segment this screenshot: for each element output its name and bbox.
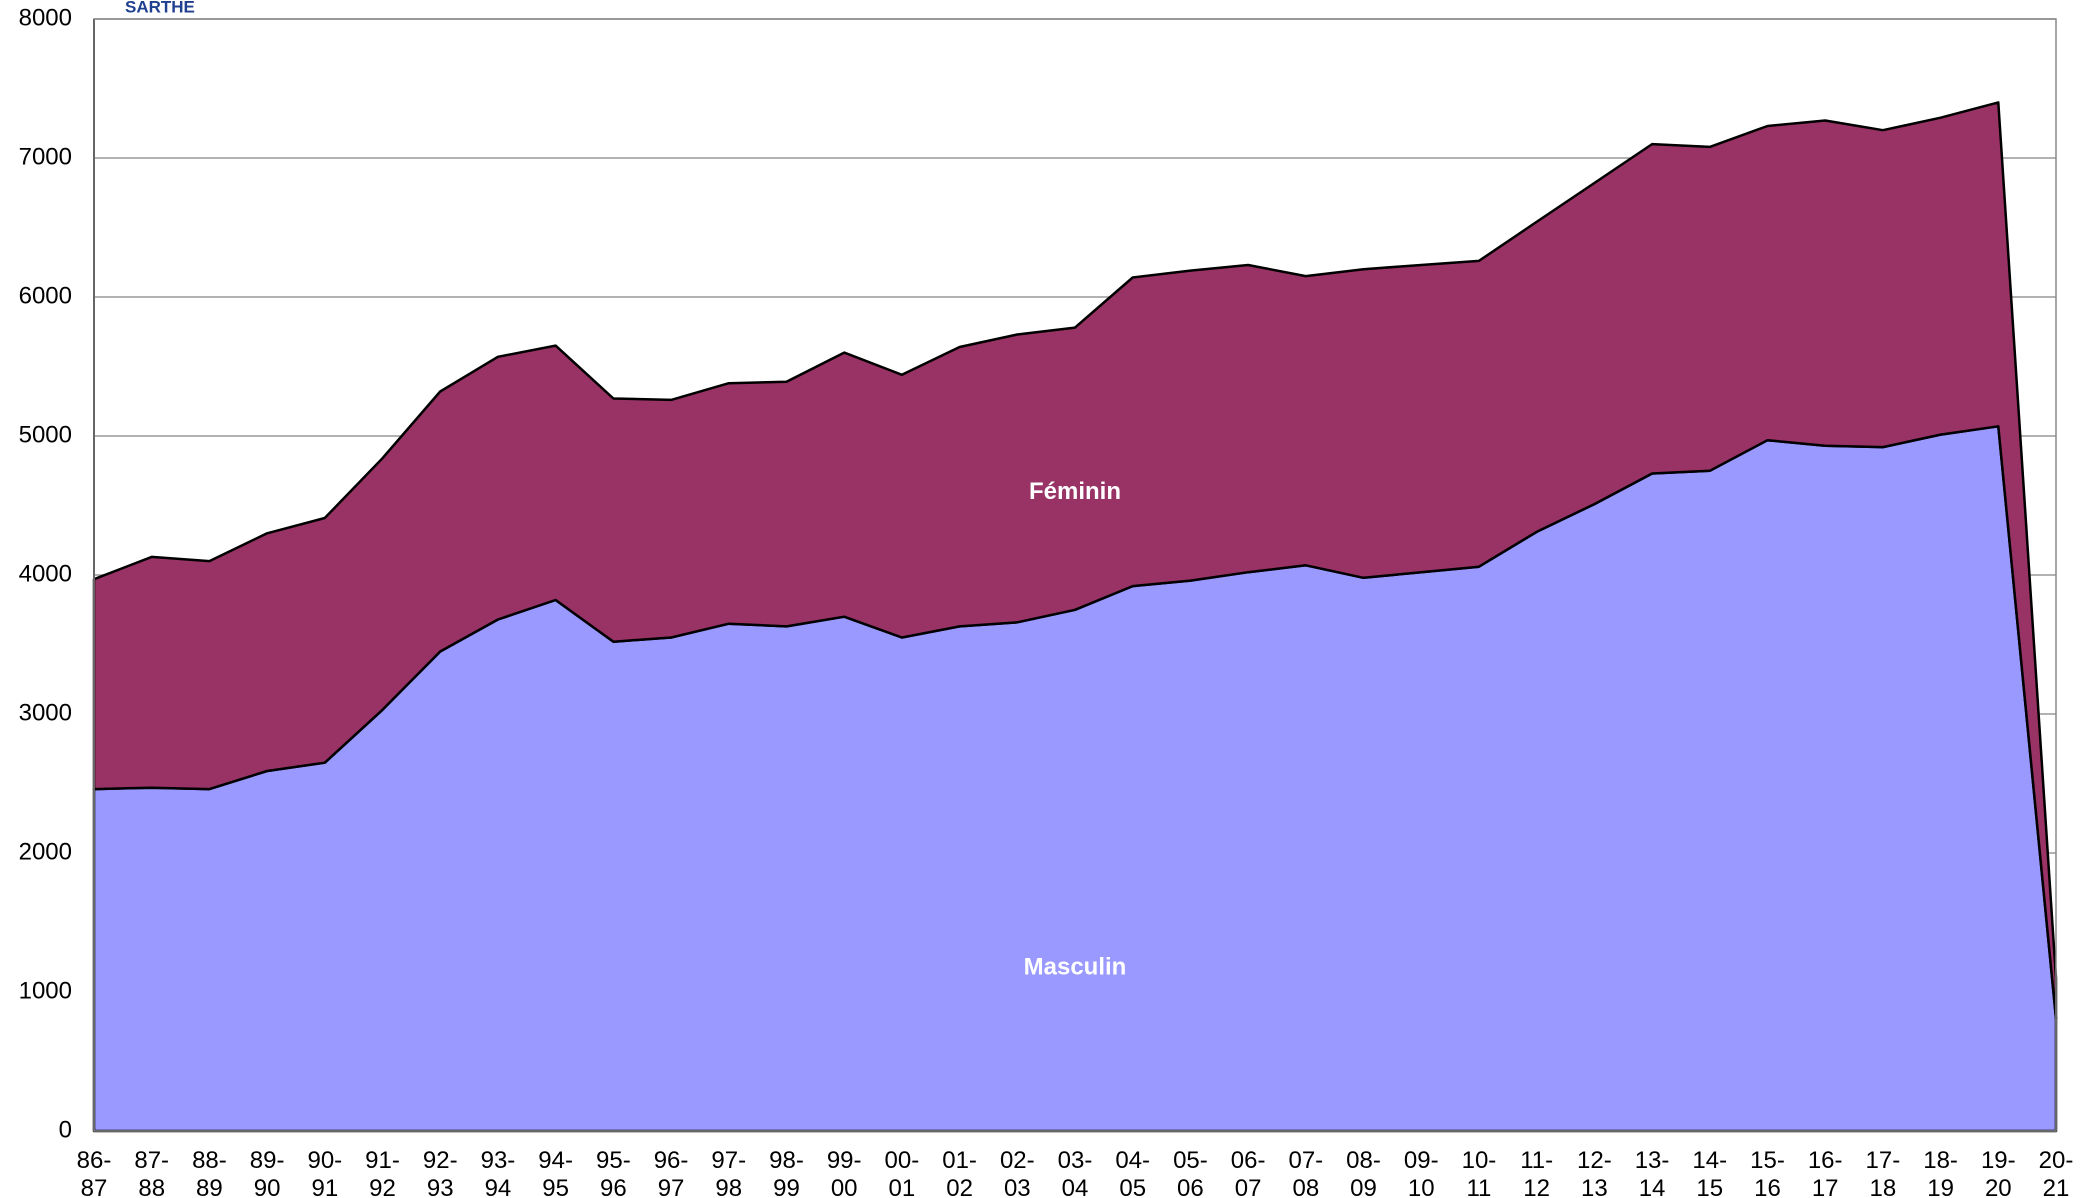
- x-tick-label: 11-12: [1520, 1147, 1553, 1198]
- x-tick-label: 98-99: [769, 1147, 804, 1198]
- y-tick-label: 7000: [19, 143, 72, 170]
- x-tick-label: 01-02: [942, 1147, 977, 1198]
- x-tick-label: 18-19: [1923, 1147, 1958, 1198]
- x-tick-label: 87-88: [134, 1147, 169, 1198]
- x-tick-label: 20-21: [2039, 1147, 2074, 1198]
- x-tick-label: 09-10: [1404, 1147, 1439, 1198]
- x-tick-label: 05-06: [1173, 1147, 1208, 1198]
- y-tick-label: 2000: [19, 838, 72, 865]
- x-tick-label: 16-17: [1808, 1147, 1843, 1198]
- x-tick-label: 08-09: [1346, 1147, 1381, 1198]
- plot-frame: [93, 18, 2057, 1132]
- x-tick-label: 86-87: [77, 1147, 112, 1198]
- x-tick-label: 90-91: [307, 1147, 342, 1198]
- y-tick-label: 1000: [19, 977, 72, 1004]
- x-tick-label: 07-08: [1288, 1147, 1323, 1198]
- y-tick-label: 0: [59, 1116, 72, 1143]
- y-tick-label: 4000: [19, 560, 72, 587]
- y-tick-label: 8000: [19, 4, 72, 31]
- x-tick-label: 19-20: [1981, 1147, 2016, 1198]
- x-tick-label: 13-14: [1635, 1147, 1670, 1198]
- x-tick-label: 88-89: [192, 1147, 227, 1198]
- x-tick-label: 94-95: [538, 1147, 573, 1198]
- x-tick-label: 12-13: [1577, 1147, 1612, 1198]
- x-tick-label: 91-92: [365, 1147, 400, 1198]
- x-tick-label: 04-05: [1115, 1147, 1150, 1198]
- x-tick-label: 92-93: [423, 1147, 458, 1198]
- y-tick-label: 3000: [19, 699, 72, 726]
- x-tick-label: 10-11: [1462, 1147, 1497, 1198]
- x-tick-label: 89-90: [250, 1147, 285, 1198]
- chart-title: SARTHE: [125, 0, 195, 16]
- x-tick-label: 02-03: [1000, 1147, 1035, 1198]
- x-tick-label: 15-16: [1750, 1147, 1785, 1198]
- x-tick-label: 97-98: [711, 1147, 746, 1198]
- x-tick-label: 96-97: [654, 1147, 689, 1198]
- x-tick-label: 93-94: [481, 1147, 516, 1198]
- x-tick-label: 14-15: [1692, 1147, 1727, 1198]
- x-tick-label: 99-00: [827, 1147, 862, 1198]
- y-tick-label: 6000: [19, 282, 72, 309]
- x-tick-label: 03-04: [1058, 1147, 1093, 1198]
- x-tick-label: 95-96: [596, 1147, 631, 1198]
- x-tick-label: 06-07: [1231, 1147, 1266, 1198]
- x-tick-label: 00-01: [885, 1147, 920, 1198]
- series-label: Féminin: [1029, 478, 1121, 505]
- y-tick-label: 5000: [19, 421, 72, 448]
- x-tick-label: 17-18: [1866, 1147, 1901, 1198]
- series-label: Masculin: [1024, 954, 1127, 981]
